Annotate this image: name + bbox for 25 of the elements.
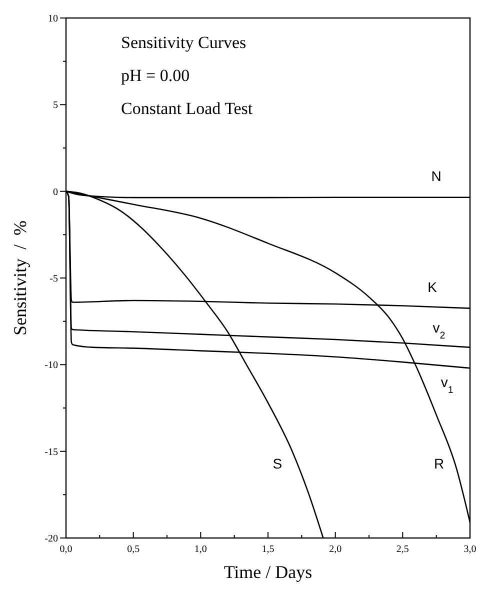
x-tick-label: 1,5 xyxy=(262,544,274,555)
y-tick-label: 10 xyxy=(48,14,58,24)
x-tick-label: 3,0 xyxy=(464,544,476,555)
x-tick-label: 2,5 xyxy=(396,544,409,555)
series-label: R xyxy=(434,456,444,472)
series-label: K xyxy=(428,278,438,295)
y-tick-label: -10 xyxy=(44,360,58,372)
series-label: N xyxy=(431,168,442,184)
y-tick-label: -5 xyxy=(50,274,58,284)
x-axis-title: Time / Days xyxy=(224,562,312,582)
y-tick-label: 0 xyxy=(53,186,58,198)
x-tick-label: 1,0 xyxy=(194,544,207,555)
x-tick-label: 0,0 xyxy=(60,544,72,555)
series-label: v$_{2}$ xyxy=(432,320,446,342)
y-tick-label: -15 xyxy=(44,446,58,458)
annotation: Constant Load Test xyxy=(121,99,253,118)
y-axis-title: Sensitivity / % xyxy=(10,220,30,336)
y-tick-label: -20 xyxy=(44,534,58,544)
series-label: v$_{1}$ xyxy=(440,374,454,396)
text: pH = 0.00 xyxy=(121,66,190,85)
x-tick-label: 0,5 xyxy=(127,544,140,555)
text: Sensitivity Curves xyxy=(121,33,246,52)
series-label: S xyxy=(272,456,282,472)
x-tick-label: 2,0 xyxy=(329,544,342,555)
y-tick-label: 5 xyxy=(53,100,58,112)
